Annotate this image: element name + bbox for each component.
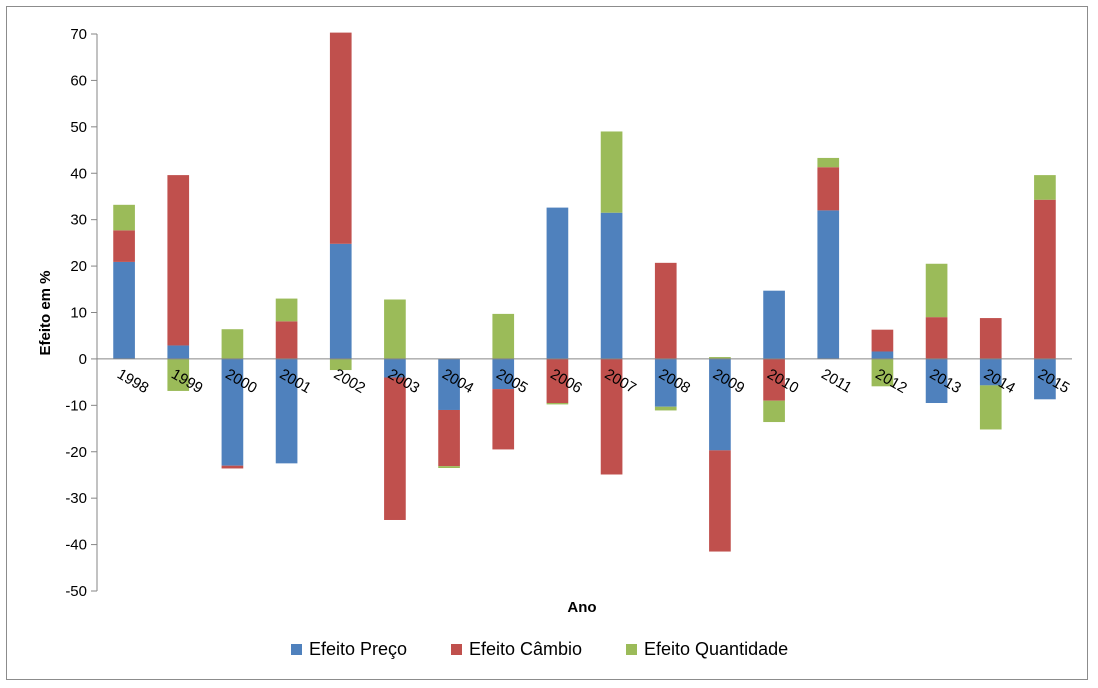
bar-segment bbox=[384, 299, 406, 359]
bar-segment bbox=[167, 175, 190, 346]
bar-segment bbox=[546, 403, 569, 405]
bar-segment bbox=[871, 329, 894, 352]
bar-segment bbox=[438, 409, 460, 467]
bar-segment bbox=[600, 358, 623, 475]
bar-segment bbox=[709, 358, 731, 451]
bar-segment bbox=[1034, 199, 1056, 359]
legend-swatch bbox=[451, 644, 462, 655]
bar-segment bbox=[492, 313, 515, 359]
legend-label: Efeito Quantidade bbox=[644, 639, 788, 659]
y-tick-label: 60 bbox=[70, 72, 87, 89]
y-tick-label: 40 bbox=[70, 165, 87, 182]
bar-segment bbox=[167, 358, 190, 391]
x-axis-title: Ano bbox=[567, 599, 596, 616]
bar-segment bbox=[817, 157, 840, 168]
bar-segment bbox=[979, 358, 1002, 386]
bar-segment bbox=[763, 358, 785, 401]
bar-segment bbox=[275, 358, 298, 464]
bar-segment bbox=[763, 290, 785, 359]
bar-segment bbox=[925, 358, 948, 404]
bar-segment bbox=[546, 358, 569, 404]
bar-segment bbox=[979, 385, 1002, 430]
legend-label: Efeito Preço bbox=[309, 639, 407, 659]
bar-segment bbox=[654, 262, 677, 359]
bar-segment bbox=[546, 207, 569, 359]
bar-segment bbox=[221, 329, 244, 359]
bar-segment bbox=[654, 358, 677, 407]
bar-segment bbox=[329, 32, 352, 244]
bar-segment bbox=[925, 317, 948, 359]
bar-segment bbox=[1034, 358, 1056, 400]
bar-segment bbox=[384, 377, 406, 520]
bar-segment bbox=[817, 167, 840, 211]
bar-segment bbox=[979, 318, 1002, 359]
bar-segment bbox=[1034, 175, 1056, 200]
bar-segment bbox=[654, 406, 677, 411]
y-axis-title: Efeito em % bbox=[37, 270, 54, 355]
bar-segment bbox=[492, 358, 515, 390]
bar-segment bbox=[275, 321, 298, 359]
y-tick-label: -10 bbox=[65, 397, 87, 414]
y-tick-label: 70 bbox=[70, 26, 87, 43]
bar-segment bbox=[384, 358, 406, 378]
bar-segment bbox=[329, 243, 352, 359]
bar-segment bbox=[871, 351, 894, 359]
bar-segment bbox=[600, 212, 623, 359]
y-tick-label: 30 bbox=[70, 212, 87, 229]
bar-segment bbox=[329, 358, 352, 371]
y-tick-label: 50 bbox=[70, 119, 87, 136]
bar-segment bbox=[221, 358, 244, 466]
bar-segment bbox=[167, 345, 190, 359]
bar-segment bbox=[817, 210, 840, 359]
bar-segment bbox=[438, 466, 460, 468]
legend-swatch bbox=[626, 644, 637, 655]
bar-segment bbox=[438, 358, 460, 410]
bar-segment bbox=[600, 131, 623, 213]
y-tick-label: -20 bbox=[65, 444, 87, 461]
bar-segment bbox=[709, 357, 731, 359]
y-tick-label: 10 bbox=[70, 305, 87, 322]
y-tick-label: 20 bbox=[70, 258, 87, 275]
y-tick-label: -50 bbox=[65, 583, 87, 600]
x-category-label: 2011 bbox=[818, 366, 854, 397]
x-category-label: 2002 bbox=[331, 366, 368, 397]
x-category-label: 1998 bbox=[114, 366, 151, 397]
legend-label: Efeito Câmbio bbox=[469, 639, 582, 659]
bar-segment bbox=[113, 204, 135, 231]
bar-segment bbox=[275, 298, 298, 322]
bar-segment bbox=[763, 400, 785, 423]
y-tick-label: 0 bbox=[79, 351, 87, 368]
bar-segment bbox=[925, 263, 948, 318]
bar-segment bbox=[221, 465, 244, 469]
y-tick-label: -40 bbox=[65, 537, 87, 554]
bar-segment bbox=[871, 358, 894, 387]
bar-segment bbox=[113, 230, 135, 262]
bar-segment bbox=[492, 389, 515, 450]
y-tick-label: -30 bbox=[65, 490, 87, 507]
legend-swatch bbox=[291, 644, 302, 655]
bar-segment bbox=[709, 450, 731, 552]
bar-segment bbox=[113, 261, 135, 359]
